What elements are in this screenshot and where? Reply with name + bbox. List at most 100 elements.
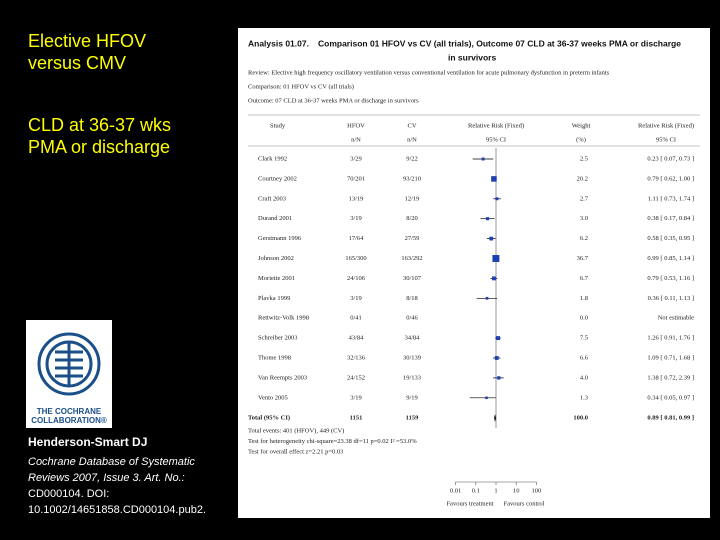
hfov: 13/19 [349,195,364,202]
estimate [481,157,485,161]
hfov: 3/19 [350,215,362,222]
study: Gerstmann 1996 [258,235,302,242]
hfov: 17/64 [349,235,365,242]
total-hfov: 1151 [350,414,363,421]
hfov: 70/201 [347,175,365,182]
cv: 0/46 [406,315,418,322]
weight: 2.5 [580,155,588,162]
cv: 8/20 [406,215,418,222]
study: Durand 2001 [258,215,292,222]
heading-line: Elective HFOV [28,31,146,51]
column-header: n/N [407,136,417,143]
weight: 1.3 [580,394,588,401]
weight: 1.8 [580,295,588,302]
favours-label: Favours control [504,500,545,507]
study: Thome 1998 [258,354,291,361]
weight: 20.2 [577,175,588,182]
hfov: 3/29 [350,155,362,162]
study: Moriette 2001 [258,275,295,282]
tick-label: 1 [494,487,497,494]
weight: 36.7 [577,255,589,262]
weight: 3.0 [580,215,588,222]
tick-label: 0.01 [450,487,461,494]
cv: 12/19 [405,195,420,202]
hfov: 3/19 [350,394,362,401]
weight: 7.5 [580,335,588,342]
analysis-title: in survivors [448,52,496,62]
hfov: 43/84 [349,335,365,342]
tick-label: 0.1 [472,487,480,494]
column-header: 95% CI [486,136,506,143]
total-diamond [494,414,496,422]
tick-label: 100 [532,487,542,494]
hfov: 3/19 [350,295,362,302]
rr-text: 0.79 [ 0.53, 1.16 ] [647,275,694,282]
meta: Review: Elective high frequency oscillat… [248,69,610,76]
estimate [491,176,497,182]
estimate [485,396,488,400]
study: Craft 2003 [258,195,286,202]
logo-text: THE COCHRANE [37,407,102,416]
column-header: Weight [572,122,591,129]
cv: 9/22 [406,155,418,162]
cv: 30/107 [403,275,422,282]
weight: 6.6 [580,354,589,361]
column-header: Study [270,122,286,129]
note: Test for heterogeneity chi-square=23.38 … [248,438,417,445]
cv: 8/18 [406,295,418,302]
total-weight: 100.0 [573,414,588,421]
column-header: n/N [351,136,361,143]
rr-text: 0.79 [ 0.62, 1.00 ] [647,175,694,182]
cv: 9/19 [406,394,418,401]
cv: 19/133 [403,374,421,381]
total-label: Total (95% CI) [248,414,290,421]
hfov: 24/106 [347,275,366,282]
rr-text: 0.36 [ 0.11, 1.13 ] [648,295,694,302]
slide-heading: CLD at 36-37 wks PMA or discharge [28,115,171,157]
estimate [492,276,496,281]
heading-line: CLD at 36-37 wks [28,115,171,135]
cv: 163/292 [401,255,422,262]
logo-emblem [37,332,101,396]
meta: Outcome: 07 CLD at 36-37 weeks PMA or di… [248,97,419,104]
rr-text: 0.34 [ 0.05, 0.97 ] [647,394,694,401]
tick-label: 10 [513,487,520,494]
citation: Cochrane Database of Systematic [28,456,195,468]
weight: 2.7 [580,195,589,202]
rr-text: 1.38 [ 0.72, 2.39 ] [647,374,694,381]
cv: 93/210 [403,175,421,182]
weight: 6.7 [580,275,589,282]
study: Vento 2005 [258,394,288,401]
study: Johnson 2002 [258,255,294,262]
rr-text: 0.58 [ 0.35, 0.95 ] [647,235,694,242]
study: Schreiber 2003 [258,335,298,342]
cv: 30/139 [403,354,421,361]
column-header: HFOV [347,122,365,129]
column-header: 95% CI [656,136,676,143]
weight: 6.2 [580,235,588,242]
hfov: 165/300 [345,255,366,262]
estimate [485,217,490,221]
estimate [495,197,499,201]
column-header: (%) [576,136,586,143]
study: Rettwitz-Volk 1998 [258,315,309,322]
citation: 10.1002/14651858.CD000104.pub2. [28,504,206,516]
column-header: CV [407,122,416,129]
estimate [485,296,489,300]
heading-line: PMA or discharge [28,137,170,157]
study: Courtney 2002 [258,175,297,182]
heading-line: versus CMV [28,53,126,73]
column-header: Relative Risk (Fixed) [468,122,524,129]
estimate [497,376,501,380]
column-header: Relative Risk (Fixed) [638,122,694,129]
weight: 4.0 [580,374,588,381]
rr-text: 0.99 [ 0.85, 1.14 ] [647,255,694,262]
study: Plavka 1999 [258,295,290,302]
study: Van Reempts 2003 [258,374,307,381]
citation: CD000104. DOI: [28,488,109,500]
rr-text: 1.26 [ 0.91, 1.76 ] [647,335,694,342]
hfov: 0/41 [350,315,362,322]
analysis-label: Analysis 01.07. [248,38,309,48]
meta: Comparison: 01 HFOV vs CV (all trials) [248,83,354,90]
